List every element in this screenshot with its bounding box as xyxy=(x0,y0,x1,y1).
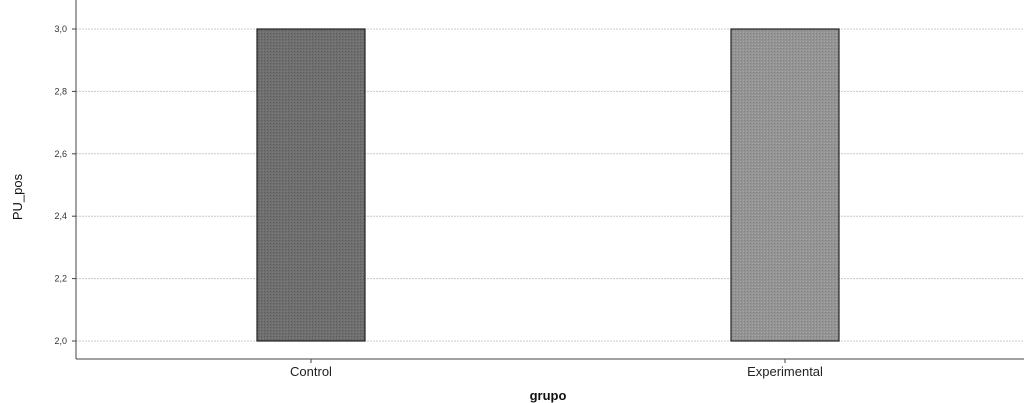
bars xyxy=(256,28,840,342)
y-tick-label: 2,8 xyxy=(54,86,67,96)
x-category-labels: Control Experimental xyxy=(290,359,823,379)
y-tick-label: 2,6 xyxy=(54,149,67,159)
y-tick-label: 2,2 xyxy=(54,274,67,284)
y-tick-labels: 2,0 2,2 2,4 2,6 2,8 3,0 xyxy=(54,24,76,346)
x-axis-title: grupo xyxy=(530,388,567,403)
gridlines xyxy=(76,28,1024,342)
y-tick-label: 2,0 xyxy=(54,336,67,346)
y-axis-title: PU_pos xyxy=(10,173,25,220)
bar-control xyxy=(256,28,366,342)
bar-experimental xyxy=(730,28,840,342)
y-tick-label: 2,4 xyxy=(54,211,67,221)
x-category-label: Control xyxy=(290,364,332,379)
y-tick-label: 3,0 xyxy=(54,24,67,34)
x-category-label: Experimental xyxy=(747,364,823,379)
